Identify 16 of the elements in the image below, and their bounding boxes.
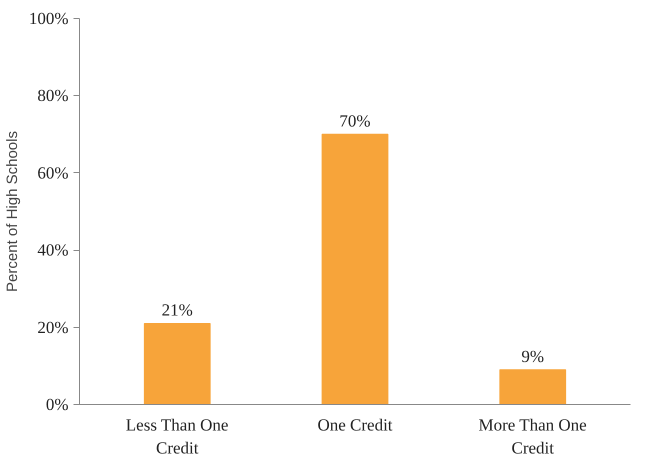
y-tick-label: 100% bbox=[28, 9, 69, 28]
bar bbox=[499, 369, 566, 404]
y-tick-label: 40% bbox=[37, 240, 69, 260]
x-tick-label: One Credit bbox=[317, 416, 393, 434]
data-label: 9% bbox=[521, 346, 544, 366]
x-tick-label: More Than One Credit bbox=[478, 416, 587, 458]
y-tick-label: 20% bbox=[37, 318, 69, 337]
y-tick-label: 0% bbox=[46, 395, 69, 414]
data-label: 70% bbox=[339, 111, 371, 130]
x-tick-label: Less Than One Credit bbox=[126, 416, 228, 458]
data-label: 21% bbox=[162, 300, 193, 320]
bar bbox=[144, 322, 211, 404]
bar bbox=[322, 134, 388, 404]
y-tick-label: 80% bbox=[37, 86, 69, 106]
y-axis-title: Percent of High Schools bbox=[4, 131, 21, 292]
y-tick-label: 60% bbox=[37, 163, 69, 182]
